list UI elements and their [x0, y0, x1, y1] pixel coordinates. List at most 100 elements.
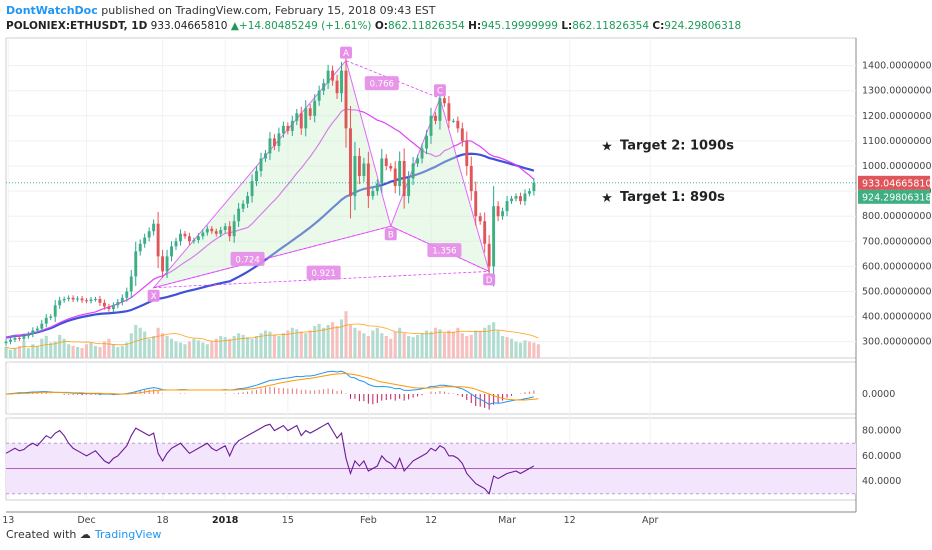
candle-body [384, 158, 388, 166]
price-tick-label: 1100.00000000 [862, 136, 932, 147]
volume-bar [384, 336, 388, 358]
volume-bar [326, 325, 330, 358]
candle-body [299, 113, 303, 129]
volume-bar [169, 338, 174, 358]
candle-body [425, 135, 428, 149]
symbol-label: POLONIEX:ETHUSDT, 1D [6, 20, 148, 32]
volume-bar [259, 333, 263, 358]
footer: Created with ☁ TradingView [6, 528, 161, 541]
volume-bar [487, 325, 491, 358]
volume-bar [353, 327, 357, 358]
volume-bar [424, 330, 429, 358]
volume-bar [187, 341, 191, 358]
time-tick-label: 15 [282, 515, 294, 526]
candle-body [170, 246, 173, 257]
volume-bar [483, 327, 487, 358]
volume-bar [286, 330, 290, 358]
pattern-ratio-line [153, 225, 391, 289]
last-price-tag-label: 933.04665810 [862, 178, 932, 189]
candle-body [143, 237, 147, 244]
candle-body [223, 226, 227, 230]
candle-body [438, 98, 442, 121]
candle-body [402, 160, 406, 197]
candle-body [460, 128, 464, 141]
slow-moving-average-line [5, 152, 535, 339]
volume-bar [433, 327, 438, 358]
candle-body [138, 243, 142, 252]
candle-body [519, 196, 522, 202]
volume-bar [523, 340, 527, 358]
volume-bar [120, 345, 124, 358]
candle-body [183, 233, 187, 237]
volume-bar [277, 336, 281, 358]
volume-bar [451, 331, 455, 358]
candle-body [192, 240, 196, 242]
published-text: published on TradingView.com, February 1… [101, 4, 436, 17]
volume-bar [380, 333, 384, 358]
volume-bar [35, 345, 39, 358]
volume-bar [469, 334, 473, 358]
author-link[interactable]: DontWatchDoc [6, 4, 98, 17]
volume-bar [4, 347, 8, 358]
up-arrow-icon: ▲ [230, 20, 239, 32]
volume-bar [322, 327, 326, 358]
volume-bar [348, 325, 353, 358]
last-price-tag [858, 175, 930, 190]
pattern-ratio-badge [230, 251, 265, 266]
candle-body [277, 133, 281, 146]
volume-bar [246, 337, 250, 358]
candle-body [107, 306, 111, 310]
candle-body [366, 163, 370, 197]
volume-bar [232, 336, 236, 358]
candle-body [214, 231, 218, 234]
volume-bar [429, 331, 433, 358]
created-with-text: Created with [6, 528, 77, 541]
volume-bar [290, 327, 294, 358]
candle-body [152, 223, 156, 232]
candle-body [447, 103, 451, 121]
candle-body [120, 297, 124, 303]
volume-bar [84, 344, 89, 358]
candle-body [67, 297, 71, 300]
price-tick-label: 1000.00000000 [862, 161, 932, 172]
pattern-point-label: C [437, 87, 443, 97]
volume-bar [214, 338, 218, 358]
change-value: +14.80485249 (+1.61%) [238, 20, 372, 32]
pattern-ratio-label: 0.724 [235, 255, 259, 265]
candle-body [201, 232, 205, 237]
candle-body [80, 298, 84, 301]
target-star-icon: ★ [601, 140, 613, 155]
tradingview-link[interactable]: TradingView [94, 528, 162, 541]
volume-bar [411, 337, 415, 358]
volume-bar [53, 341, 57, 358]
candle-body [44, 317, 48, 324]
candle-body [362, 163, 366, 177]
candle-body [272, 138, 276, 146]
volume-bar [89, 342, 93, 358]
pattern-ratio-badge [306, 265, 341, 280]
pattern-point-label: D [486, 276, 493, 286]
candle-body [205, 228, 209, 233]
candle-body [304, 108, 308, 129]
fast-moving-average-line [5, 108, 535, 339]
volume-bar [254, 336, 259, 358]
candle-body [501, 211, 505, 217]
candle-body [228, 226, 232, 237]
volume-bar [536, 344, 540, 358]
candle-body [344, 70, 348, 129]
candle-body [465, 140, 469, 166]
volume-bar [143, 331, 147, 358]
volume-bar [201, 342, 205, 358]
volume-bar [478, 331, 482, 358]
target-label: Target 1: 890s [620, 190, 725, 205]
candle-body [116, 302, 120, 306]
candle-body [53, 305, 57, 317]
volume-bar [161, 333, 165, 358]
candle-body [349, 128, 352, 197]
candle-body [76, 298, 80, 300]
volume-bar [344, 311, 348, 358]
pattern-ratio-line [390, 225, 490, 272]
candle-body [102, 302, 106, 307]
volume-bar [375, 327, 379, 358]
